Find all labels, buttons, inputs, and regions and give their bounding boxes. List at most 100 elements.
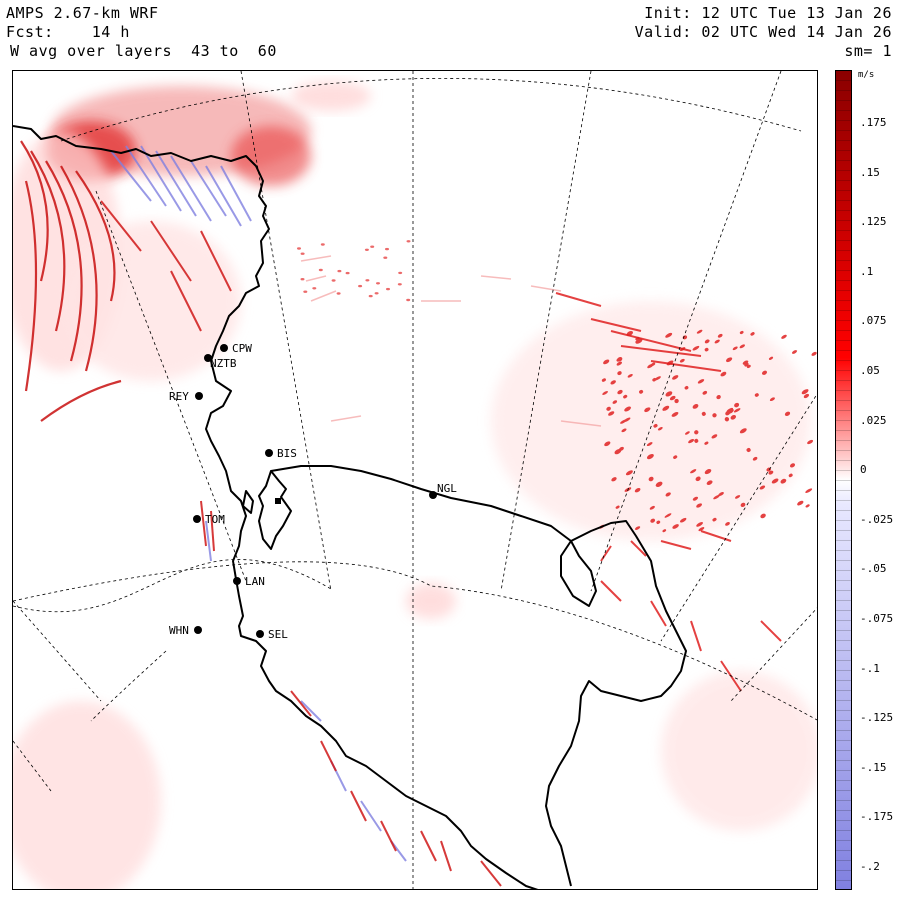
station-dot-bis [265, 449, 273, 457]
colorbar-tick-label: -.15 [860, 760, 887, 774]
convective-cell [648, 476, 654, 482]
convective-cell [358, 284, 363, 288]
convective-cell [704, 339, 710, 344]
convective-cell [665, 492, 671, 497]
convective-cell [701, 411, 706, 416]
forecast-label: Fcst: [6, 23, 54, 41]
convective-cell [386, 287, 390, 291]
colorbar-tick-label: -.2 [860, 860, 880, 873]
convective-cell [617, 389, 623, 395]
convective-cell [649, 505, 655, 510]
convective-cell [610, 380, 616, 385]
convective-cell [644, 407, 651, 413]
convective-cell [746, 364, 751, 369]
convective-cell [297, 247, 301, 250]
convective-cell [639, 389, 644, 394]
convective-cell [673, 455, 678, 459]
convective-cell [653, 423, 658, 428]
convective-cell [669, 395, 676, 401]
convective-cell [364, 248, 369, 251]
convective-cell [611, 477, 617, 482]
convective-cell [760, 513, 766, 519]
convective-cell [759, 485, 766, 490]
convective-cell [739, 330, 744, 335]
convective-cell [696, 522, 703, 527]
init-time: Init: 12 UTC Tue 13 Jan 26 [644, 4, 892, 22]
colorbar-tick-label: .15 [860, 165, 880, 179]
smoothing-label: sm= 1 [844, 42, 892, 60]
forecast-value: 14 h [91, 23, 130, 41]
convective-cell [671, 411, 679, 417]
convective-cell [695, 476, 701, 482]
convective-cell [602, 391, 608, 395]
station-dot-sel [256, 630, 264, 638]
colorbar-tick-label: .175 [860, 116, 887, 129]
convective-cell [712, 517, 717, 522]
convective-cell [702, 390, 708, 395]
map-panel: CPW NZTB REY BIS NGL TOM LAN WHN SEL [12, 70, 818, 890]
convective-cell [376, 282, 380, 285]
convective-cell [791, 350, 798, 354]
colorbar-tick-label: -.025 [860, 512, 894, 526]
convective-cell [337, 269, 342, 273]
convective-cell [646, 442, 653, 447]
convective-cell [754, 393, 759, 397]
colorbar [835, 70, 852, 890]
convective-cell [616, 361, 623, 366]
convective-cell [318, 268, 323, 272]
convective-cell [621, 428, 627, 433]
station-label-sel: SEL [268, 628, 288, 641]
field-description: W avg over layers 43 to 60 [10, 42, 277, 60]
convective-cell [656, 520, 661, 525]
station-label-nztb: NZTB [210, 357, 237, 370]
convective-cell [666, 360, 674, 366]
convective-cell [652, 377, 657, 382]
convective-cell [752, 456, 758, 461]
convective-cell [635, 336, 640, 341]
convective-cell [612, 400, 618, 404]
convective-cell [615, 505, 620, 509]
convective-cell [694, 430, 699, 435]
station-dot-cpw [220, 344, 228, 352]
convective-cell [803, 393, 810, 399]
convective-cell [368, 294, 373, 298]
colorbar-tick-label: .1 [860, 264, 874, 278]
convective-cell [650, 518, 656, 523]
convective-cell [397, 283, 402, 286]
colorbar-bands [836, 71, 851, 889]
colorbar-tick-label: .05 [860, 364, 880, 377]
convective-cell [698, 527, 705, 532]
station-label-ngl: NGL [437, 482, 457, 495]
station-label-tom: TOM [205, 513, 225, 526]
coastline [13, 125, 687, 889]
convective-cell [801, 389, 809, 395]
convective-cell [684, 431, 690, 435]
convective-cell [769, 397, 775, 402]
convective-cell [735, 495, 741, 499]
convective-cell [771, 478, 779, 484]
convective-cell [370, 245, 375, 248]
colorbar-tick-label: .125 [860, 215, 887, 229]
convective-cell [811, 351, 817, 356]
convective-cell [739, 344, 745, 349]
convective-cell [406, 240, 411, 243]
convective-cell [300, 278, 305, 281]
station-marker-square [275, 498, 281, 504]
convective-cell [692, 345, 700, 351]
convective-cell [624, 406, 631, 412]
convective-cell [604, 441, 611, 447]
convective-cell [805, 488, 813, 493]
convective-cell [732, 346, 738, 351]
convective-cell [603, 359, 610, 365]
convective-cell [761, 370, 768, 375]
convective-cell [646, 453, 654, 460]
convective-cell [664, 513, 672, 518]
convective-cell [724, 417, 730, 422]
convective-cell [704, 347, 709, 352]
colorbar-tick-label: -.1 [860, 661, 880, 675]
convective-cell [692, 496, 699, 501]
convective-cell [331, 279, 336, 282]
convective-cell [684, 386, 689, 390]
convective-cell [608, 411, 615, 416]
colorbar-tick-label: -.125 [860, 711, 894, 725]
